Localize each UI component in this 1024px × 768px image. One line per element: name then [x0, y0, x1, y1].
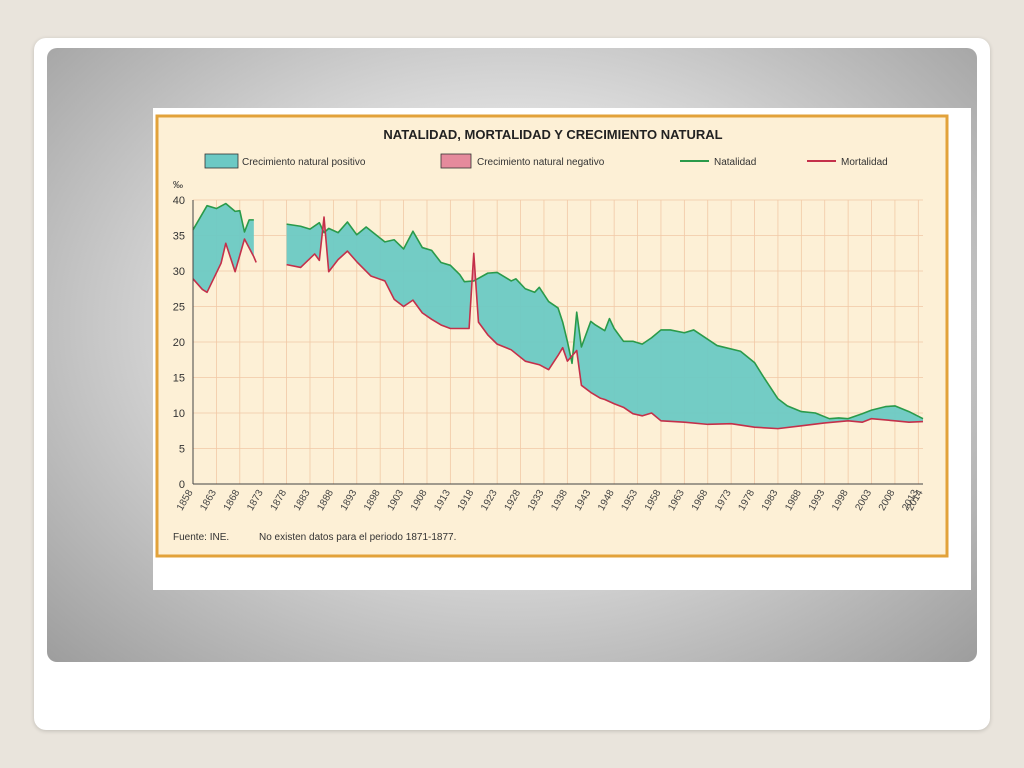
y-tick-label: 10 [173, 408, 185, 420]
y-tick-label: 15 [173, 373, 185, 385]
y-tick-label: 20 [173, 337, 185, 349]
positive-growth-area [193, 203, 254, 293]
chart-grid [193, 199, 923, 484]
legend-label-negative: Crecimiento natural negativo [477, 157, 605, 168]
legend-swatch-negative [440, 153, 472, 169]
chart-title: NATALIDAD, MORTALIDAD Y CRECIMIENTO NATU… [383, 127, 722, 142]
natalidad-line [286, 221, 924, 420]
chart-svg: NATALIDAD, MORTALIDAD Y CRECIMIENTO NATU… [155, 114, 949, 558]
legend-swatch-positive [204, 153, 239, 169]
series-lines [192, 202, 924, 430]
chart-legend: Crecimiento natural positivo Crecimiento… [204, 153, 888, 169]
y-tick-label: 30 [173, 266, 185, 278]
y-tick-label: 0 [179, 479, 185, 491]
mortalidad-line [286, 216, 924, 430]
mortalidad-line [192, 238, 257, 294]
positive-growth-area [475, 272, 571, 370]
legend-label-mortalidad: Mortalidad [841, 157, 888, 168]
y-tick-label: 35 [173, 231, 185, 243]
gap-note: No existen datos para el periodo 1871-18… [259, 532, 456, 543]
growth-fill-areas [193, 203, 923, 429]
chart-figure: NATALIDAD, MORTALIDAD Y CRECIMIENTO NATU… [153, 108, 971, 590]
positive-growth-area [286, 222, 323, 268]
positive-growth-area [572, 312, 923, 429]
legend-label-positive: Crecimiento natural positivo [242, 157, 366, 168]
y-tick-label: 40 [173, 195, 185, 207]
source-note: Fuente: INE. [173, 532, 229, 543]
y-tick-label: 25 [173, 302, 185, 314]
y-axis-unit-label: ‰ [173, 180, 183, 191]
positive-growth-area [325, 222, 473, 329]
legend-label-natalidad: Natalidad [714, 157, 756, 168]
natalidad-line [192, 202, 254, 233]
y-tick-label: 5 [179, 444, 185, 456]
